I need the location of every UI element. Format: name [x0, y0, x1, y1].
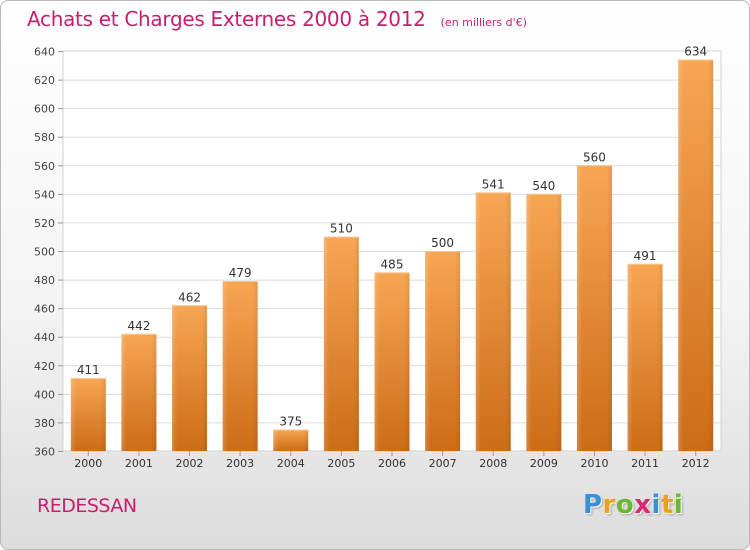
bar-shading — [475, 192, 511, 451]
y-tick-label: 380 — [34, 417, 55, 430]
x-tick-label: 2010 — [580, 457, 608, 470]
bar-shading — [374, 272, 410, 451]
x-tick-label: 2008 — [479, 457, 507, 470]
y-tick-label: 420 — [34, 360, 55, 373]
y-tick-label: 520 — [34, 217, 55, 230]
y-tick-label: 360 — [34, 446, 55, 459]
y-tick-label: 600 — [34, 103, 55, 116]
logo-letter: P — [583, 490, 603, 520]
data-label: 485 — [381, 257, 404, 271]
y-tick-label: 640 — [34, 46, 55, 59]
logo-letter: i — [651, 490, 661, 520]
bar-shading — [576, 165, 612, 452]
y-tick-label: 480 — [34, 274, 55, 287]
bar-shading — [627, 263, 663, 451]
data-label: 510 — [330, 222, 353, 236]
logo-letter: r — [602, 490, 616, 520]
data-label: 541 — [482, 177, 505, 191]
x-tick-label: 2002 — [176, 457, 204, 470]
x-tick-label: 2011 — [631, 457, 659, 470]
bar-shading — [172, 305, 208, 451]
bars: 411 442 462 479 375 510 485 500 541 540 560 491 634 — [70, 45, 714, 452]
y-tick-label: 460 — [34, 303, 55, 316]
y-tick-label: 620 — [34, 74, 55, 87]
commune-name: REDESSAN — [37, 495, 137, 517]
bar-2002: 462 — [172, 290, 208, 451]
data-label: 411 — [77, 363, 100, 377]
bar-shading — [425, 251, 461, 451]
x-axis: 2000 2001 2002 2003 2004 2005 2006 2007 2008 2009… — [74, 451, 710, 470]
bar-shading — [678, 59, 714, 451]
y-tick-label: 500 — [34, 246, 55, 259]
chart-subtitle: (en milliers d'€) — [440, 16, 527, 29]
title-row: Achats et Charges Externes 2000 à 2012 (… — [27, 7, 527, 31]
chart-title: Achats et Charges Externes 2000 à 2012 — [27, 7, 426, 31]
bar-shading — [526, 193, 562, 451]
x-tick-label: 2005 — [327, 457, 355, 470]
bar-2003: 479 — [222, 266, 258, 451]
y-tick-label: 440 — [34, 331, 55, 344]
bar-2005: 510 — [323, 222, 359, 451]
x-tick-label: 2001 — [125, 457, 153, 470]
x-tick-label: 2003 — [226, 457, 254, 470]
bar-2007: 500 — [425, 236, 461, 451]
y-tick-label: 400 — [34, 388, 55, 401]
bar-2006: 485 — [374, 257, 410, 451]
data-label: 375 — [279, 415, 302, 429]
bar-shading — [273, 429, 309, 451]
bar-shading — [121, 333, 157, 451]
data-label: 500 — [431, 236, 454, 250]
x-tick-label: 2006 — [378, 457, 406, 470]
y-tick-label: 560 — [34, 160, 55, 173]
y-tick-label: 540 — [34, 188, 55, 201]
bar-2008: 541 — [475, 177, 511, 451]
bar-2009: 540 — [526, 179, 562, 451]
logo-letter: i — [673, 490, 684, 520]
bar-shading — [222, 281, 258, 451]
x-tick-label: 2007 — [429, 457, 457, 470]
bar-shading — [70, 378, 106, 451]
bar-2012: 634 — [678, 45, 714, 451]
x-tick-label: 2012 — [682, 457, 710, 470]
data-label: 560 — [583, 150, 606, 164]
y-tick-label: 580 — [34, 131, 55, 144]
logo-letter: o — [615, 490, 635, 520]
x-tick-label: 2000 — [74, 457, 102, 470]
data-label: 634 — [684, 45, 707, 59]
logo-letter: x — [634, 490, 652, 520]
bar-2011: 491 — [627, 249, 663, 451]
bar-2004: 375 — [273, 415, 309, 451]
proxiti-logo: Proxiti — [583, 490, 683, 520]
data-label: 491 — [634, 249, 657, 263]
x-tick-label: 2004 — [277, 457, 305, 470]
data-label: 442 — [127, 319, 150, 333]
bar-shading — [323, 236, 359, 451]
bar-2010: 560 — [576, 150, 612, 452]
data-label: 479 — [229, 266, 252, 280]
y-axis: 360 380 400 420 440 460 480 500 520 540 560 580 600 6… — [34, 46, 63, 459]
bar-2000: 411 — [70, 363, 106, 451]
data-label: 462 — [178, 290, 201, 304]
x-tick-label: 2009 — [530, 457, 558, 470]
data-label: 540 — [532, 179, 555, 193]
logo-letter: t — [660, 490, 674, 520]
bar-2001: 442 — [121, 319, 157, 451]
